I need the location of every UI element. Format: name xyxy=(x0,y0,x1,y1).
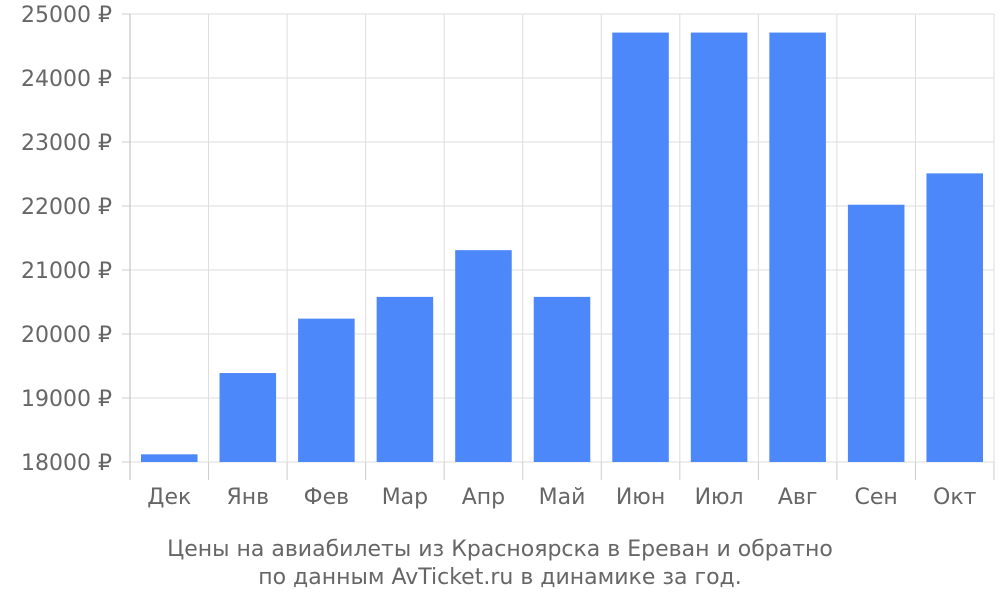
caption: Цены на авиабилеты из Красноярска в Ерев… xyxy=(167,537,833,590)
caption-line-2: по данным AvTicket.ru в динамике за год. xyxy=(258,565,742,590)
bar-Дек xyxy=(140,454,198,462)
y-tick-label: 23000 ₽ xyxy=(21,131,112,156)
y-tick-label: 22000 ₽ xyxy=(21,195,112,220)
bar-Сен xyxy=(847,204,905,462)
bar-Фев xyxy=(298,318,355,462)
x-tick-label: Янв xyxy=(226,485,269,510)
axis-layer: 18000 ₽ 19000 ₽ 20000 ₽ 21000 ₽ 22000 ₽ 23000… xyxy=(21,3,995,510)
y-tick-label: 19000 ₽ xyxy=(21,387,112,412)
bar-Май xyxy=(533,296,591,462)
bar-Июл xyxy=(690,32,748,463)
y-tick-label: 18000 ₽ xyxy=(21,451,112,476)
x-tick-label: Дек xyxy=(147,485,191,510)
x-tick-label: Апр xyxy=(462,485,505,510)
x-tick-label: Авг xyxy=(778,485,818,510)
y-tick-label: 25000 ₽ xyxy=(21,3,112,28)
bar-Мар xyxy=(376,296,434,462)
y-tick-label: 20000 ₽ xyxy=(21,323,112,348)
x-tick-label: Окт xyxy=(933,485,977,510)
bar-Авг xyxy=(769,32,826,463)
x-tick-label: Июл xyxy=(695,485,744,510)
bar-Июн xyxy=(612,32,669,463)
x-tick-label: Сен xyxy=(855,485,898,510)
caption-line-1: Цены на авиабилеты из Красноярска в Ерев… xyxy=(167,537,833,562)
y-tick-label: 24000 ₽ xyxy=(21,67,112,92)
bar-Окт xyxy=(926,173,984,463)
y-tick-label: 21000 ₽ xyxy=(21,259,112,284)
x-tick-label: Июн xyxy=(616,485,665,510)
bars-layer xyxy=(140,32,984,463)
x-tick-label: Май xyxy=(539,485,586,510)
x-tick-label: Мар xyxy=(382,485,428,510)
x-tick-label: Фев xyxy=(304,485,349,510)
bar-Янв xyxy=(219,373,277,462)
grid-layer xyxy=(129,13,995,463)
bar-Апр xyxy=(455,250,512,462)
